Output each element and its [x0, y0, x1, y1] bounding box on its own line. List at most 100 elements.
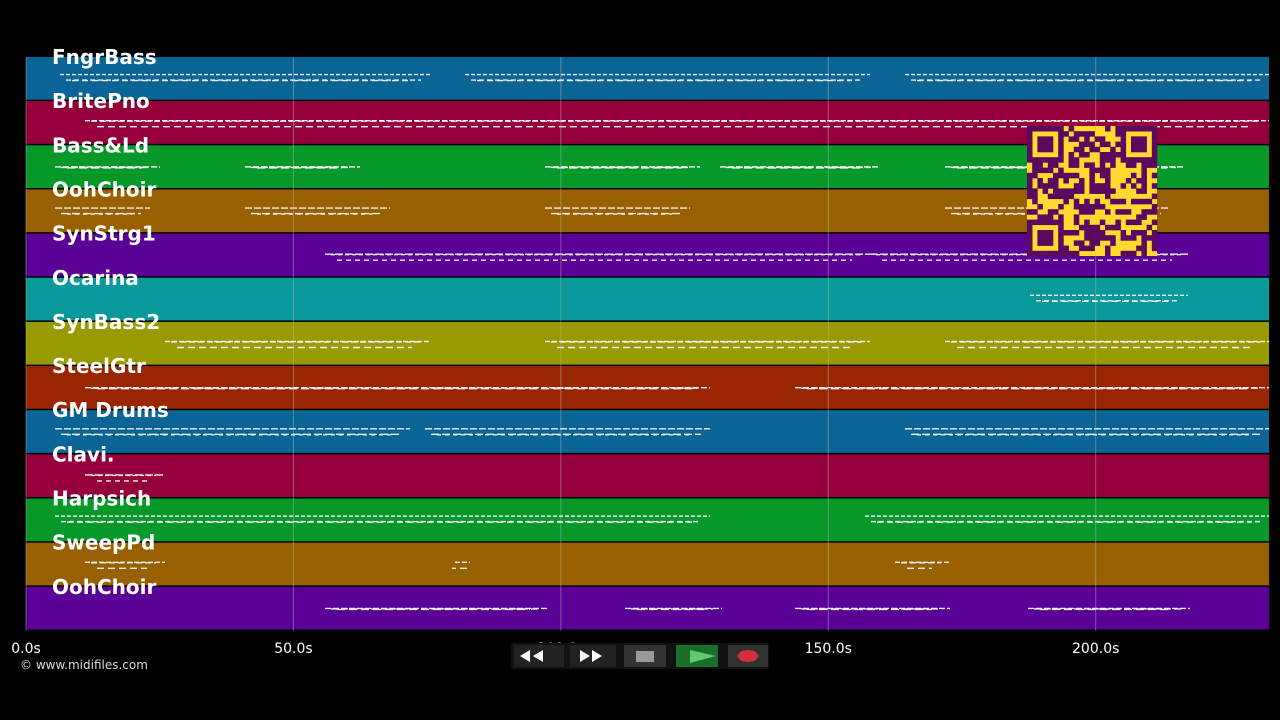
- qr-cell: [1073, 240, 1080, 246]
- qr-cell: [1032, 193, 1038, 200]
- qr-cell: [1151, 204, 1158, 210]
- x-tick-label: 50.0s: [274, 641, 312, 657]
- qr-cell: [1125, 250, 1132, 257]
- qr-cell: [1032, 167, 1038, 174]
- qr-cell: [1089, 146, 1095, 153]
- qr-cell: [1032, 209, 1038, 215]
- qr-cell: [1037, 235, 1043, 241]
- qr-cell: [1068, 172, 1075, 179]
- qr-cell: [1105, 250, 1111, 257]
- x-tick-label: 150.0s: [805, 641, 852, 657]
- track-name: GM Drums: [52, 398, 169, 422]
- qr-cell: [1084, 235, 1090, 241]
- qr-cell: [1115, 126, 1121, 132]
- qr-cell: [1037, 167, 1043, 174]
- qr-cell: [1105, 152, 1111, 158]
- qr-cell: [1120, 250, 1127, 257]
- qr-cell: [1058, 230, 1064, 236]
- qr-cell: [1131, 219, 1137, 226]
- qr-cell: [1094, 167, 1101, 174]
- qr-cell: [1027, 245, 1033, 252]
- qr-cell: [1136, 157, 1142, 163]
- qr-cell: [1068, 136, 1075, 142]
- qr-cell: [1027, 193, 1033, 200]
- qr-cell: [1079, 178, 1085, 184]
- qr-cell: [1032, 198, 1038, 205]
- qr-cell: [1063, 188, 1069, 194]
- qr-cell: [1105, 157, 1111, 163]
- qr-cell: [1058, 240, 1064, 246]
- qr-cell: [1151, 131, 1158, 137]
- qr-cell: [1089, 141, 1095, 148]
- qr-cell: [1089, 224, 1095, 231]
- qr-cell: [1068, 157, 1075, 163]
- qr-cell: [1084, 131, 1090, 137]
- qr-cell: [1058, 224, 1064, 231]
- qr-cell: [1110, 188, 1116, 194]
- qr-cell: [1089, 235, 1095, 241]
- qr-cell: [1131, 141, 1137, 148]
- qr-cell: [1110, 162, 1116, 168]
- qr-cell: [1120, 126, 1127, 132]
- qr-cell: [1115, 198, 1121, 205]
- qr-cell: [1115, 152, 1121, 158]
- qr-cell: [1115, 209, 1121, 215]
- rewind-button[interactable]: [514, 645, 564, 667]
- qr-cell: [1047, 126, 1054, 132]
- qr-cell: [1063, 245, 1069, 252]
- qr-cell: [1084, 136, 1090, 142]
- record-button[interactable]: [728, 645, 768, 667]
- track-lane: [26, 586, 1269, 630]
- qr-cell: [1058, 126, 1064, 132]
- qr-cell: [1105, 224, 1111, 231]
- footer: © www.midifiles.com: [20, 658, 148, 672]
- qr-cell: [1105, 183, 1111, 189]
- stop-button[interactable]: [624, 645, 666, 667]
- track-lane: [26, 454, 1269, 498]
- qr-cell: [1131, 235, 1137, 241]
- qr-cell: [1073, 162, 1080, 168]
- qr-cell: [1079, 204, 1085, 210]
- qr-cell: [1053, 188, 1059, 194]
- qr-cell: [1042, 188, 1049, 194]
- qr-cell: [1053, 250, 1059, 257]
- qr-cell: [1032, 219, 1038, 226]
- qr-cell: [1047, 230, 1054, 236]
- qr-cell: [1032, 250, 1038, 257]
- qr-cell: [1068, 188, 1075, 194]
- qr-cell: [1073, 214, 1080, 220]
- forward-button[interactable]: [570, 645, 616, 667]
- qr-cell: [1120, 136, 1127, 142]
- play-button[interactable]: [676, 645, 718, 667]
- qr-cell: [1151, 193, 1158, 200]
- qr-cell: [1084, 224, 1090, 231]
- qr-cell: [1073, 250, 1080, 257]
- qr-code: [1027, 126, 1158, 257]
- qr-cell: [1027, 126, 1033, 132]
- qr-cell: [1068, 162, 1075, 168]
- qr-cell: [1079, 152, 1085, 158]
- qr-cell: [1151, 126, 1158, 132]
- qr-cell: [1146, 157, 1153, 163]
- qr-cell: [1058, 131, 1064, 137]
- qr-cell: [1141, 146, 1147, 153]
- qr-cell: [1058, 193, 1064, 200]
- qr-cell: [1151, 141, 1158, 148]
- qr-cell: [1058, 188, 1064, 194]
- qr-cell: [1027, 183, 1033, 189]
- qr-cell: [1047, 136, 1054, 142]
- qr-cell: [1063, 250, 1069, 257]
- qr-cell: [1146, 209, 1153, 215]
- qr-cell: [1047, 235, 1054, 241]
- qr-cell: [1105, 178, 1111, 184]
- qr-cell: [1042, 214, 1049, 220]
- qr-cell: [1120, 152, 1127, 158]
- qr-cell: [1068, 250, 1075, 257]
- qr-cell: [1120, 141, 1127, 148]
- track-lane: [26, 542, 1269, 586]
- qr-cell: [1073, 230, 1080, 236]
- qr-cell: [1032, 157, 1038, 163]
- qr-cell: [1058, 219, 1064, 226]
- qr-cell: [1027, 240, 1033, 246]
